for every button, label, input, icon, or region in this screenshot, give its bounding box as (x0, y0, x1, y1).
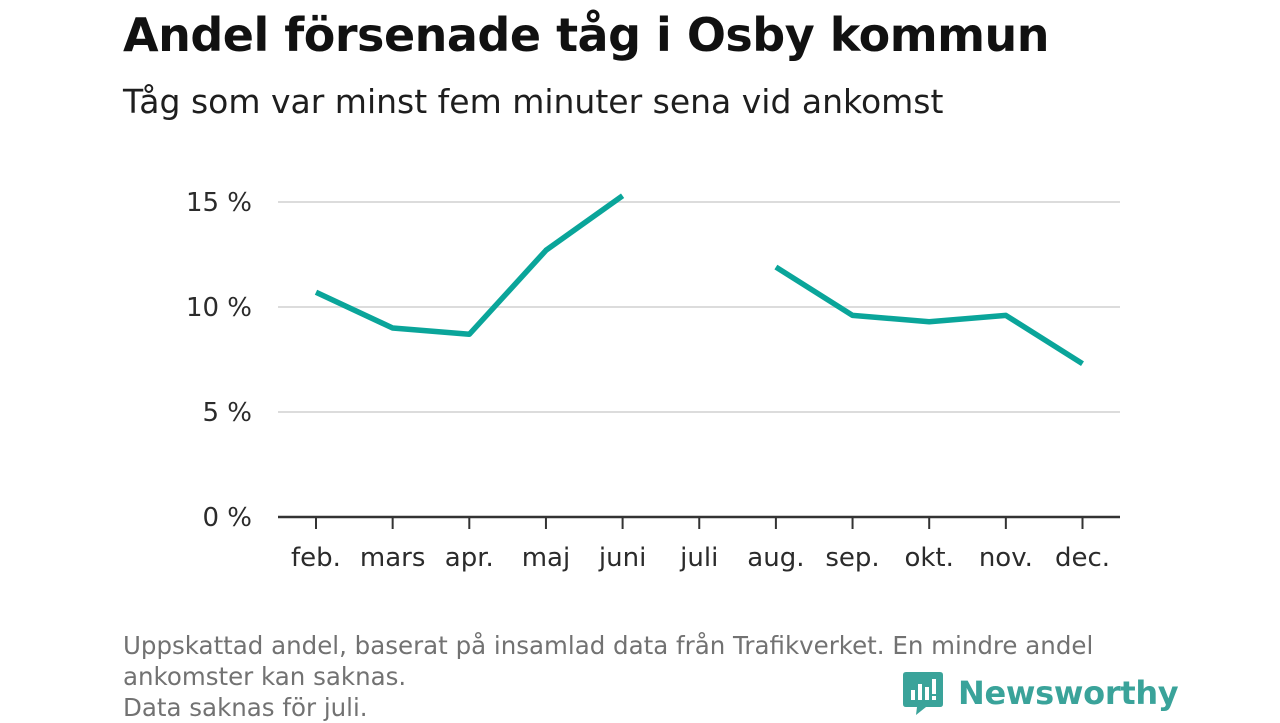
y-tick-label: 5 % (202, 398, 252, 428)
x-tick-label: mars (360, 543, 426, 573)
x-tick-label: dec. (1055, 543, 1110, 573)
footnote-line: Uppskattad andel, baserat på insamlad da… (123, 631, 1094, 660)
x-tick-label: maj (522, 543, 570, 573)
footnote-line: ankomster kan saknas. (123, 662, 407, 691)
x-tick-label: juni (598, 543, 646, 573)
x-tick-label: juli (679, 543, 718, 573)
y-tick-label: 10 % (186, 293, 252, 323)
footnote-line: Data saknas för juli. (123, 693, 368, 722)
x-tick-label: okt. (904, 543, 953, 573)
grid-lines (278, 201, 1120, 413)
y-tick-labels: 0 % 5 % 10 % 15 % (186, 188, 252, 533)
footnote: Uppskattad andel, baserat på insamlad da… (123, 630, 1163, 723)
brand-name: Newsworthy (958, 674, 1179, 712)
y-tick-label: 15 % (186, 188, 252, 218)
newsworthy-logo: Newsworthy (902, 670, 1179, 716)
x-tick-label: sep. (825, 543, 879, 573)
x-tick-labels: feb. mars apr. maj juni juli aug. sep. okt. nov. d… (291, 543, 1110, 573)
series-line (774, 264, 1084, 367)
chart-subtitle: Tåg som var minst fem minuter sena vid a… (123, 82, 944, 121)
x-tick-label: apr. (445, 543, 494, 573)
y-tick-label: 0 % (202, 503, 252, 533)
chart-title: Andel försenade tåg i Osby kommun (123, 8, 1050, 62)
series-lines (314, 193, 1084, 367)
x-tick-label: nov. (979, 543, 1033, 573)
newsworthy-logo-icon (903, 672, 943, 715)
x-tick-label: aug. (747, 543, 804, 573)
x-tick-label: feb. (291, 543, 341, 573)
x-axis (278, 515, 1120, 529)
series-line (314, 193, 625, 338)
